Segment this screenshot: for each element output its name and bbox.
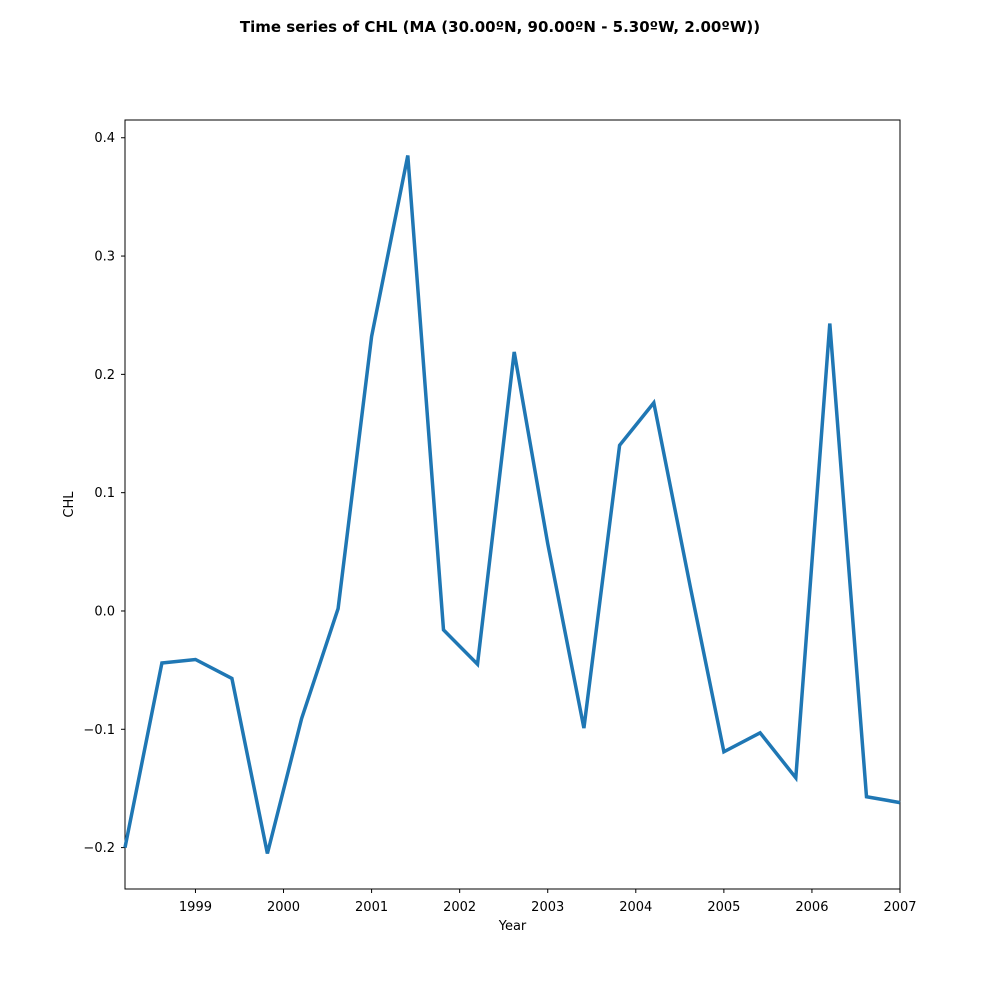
x-tick-label: 2005 bbox=[707, 900, 740, 915]
x-tick-label: 2001 bbox=[355, 900, 388, 915]
chart-title: Time series of CHL (MA (30.00ºN, 90.00ºN… bbox=[240, 18, 760, 36]
y-axis-label: CHL bbox=[62, 491, 77, 518]
y-tick-label: 0.1 bbox=[94, 486, 115, 501]
x-tick-label: 2003 bbox=[531, 900, 564, 915]
y-tick-label: −0.1 bbox=[83, 723, 115, 738]
y-tick-label: 0.0 bbox=[94, 604, 115, 619]
y-tick-label: 0.4 bbox=[94, 131, 115, 146]
x-axis-label: Year bbox=[498, 919, 527, 934]
x-tick-label: 2004 bbox=[619, 900, 652, 915]
series-lines bbox=[123, 155, 901, 854]
x-tick-label: 2000 bbox=[267, 900, 300, 915]
x-tick-label: 2002 bbox=[443, 900, 476, 915]
x-tick-label: 2007 bbox=[883, 900, 916, 915]
y-tick-label: 0.2 bbox=[94, 368, 115, 383]
y-tick-label: −0.2 bbox=[83, 841, 115, 856]
x-tick-label: 1999 bbox=[179, 900, 212, 915]
y-tick-label: 0.3 bbox=[94, 250, 115, 265]
x-axis: 1999 2000 2001 2002 2003 2004 2005 2006 2007 bbox=[179, 889, 917, 915]
plot-frame bbox=[124, 119, 901, 890]
x-tick-label: 2006 bbox=[795, 900, 828, 915]
y-axis: −0.2 −0.1 0.0 0.1 0.2 0.3 0.4 bbox=[83, 131, 125, 856]
series-line bbox=[123, 155, 901, 854]
